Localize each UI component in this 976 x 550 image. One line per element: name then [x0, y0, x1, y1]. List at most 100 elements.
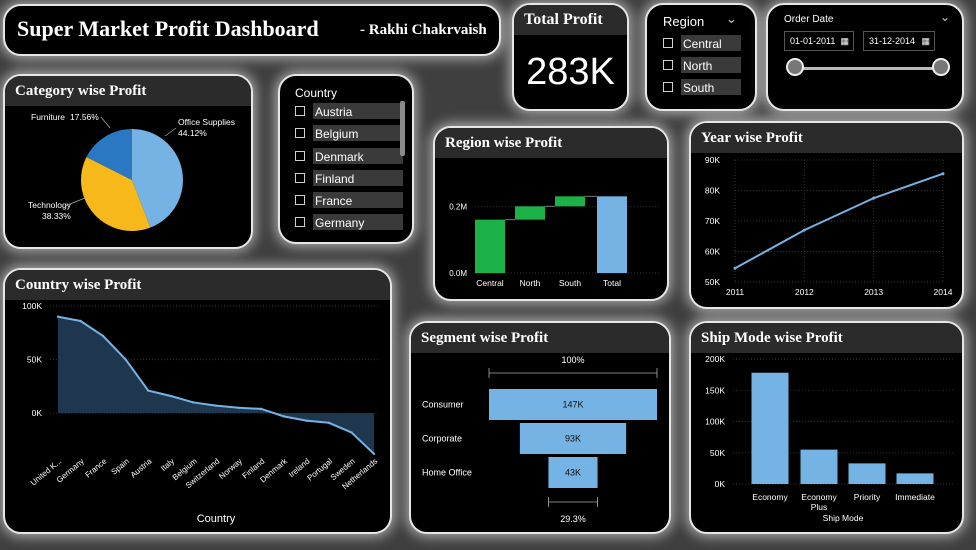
checkbox-icon[interactable] [295, 128, 305, 138]
chevron-down-icon[interactable]: ⌄ [940, 10, 951, 24]
x-axis-title: Country [197, 513, 236, 525]
country-point-ireland[interactable] [305, 419, 308, 422]
shipmode-bar-immediate[interactable] [896, 473, 934, 484]
pie-slice-technology[interactable] [81, 157, 151, 232]
pie-label-office-supplies-name: Office Supplies [178, 117, 235, 127]
country-point-france[interactable] [101, 334, 105, 338]
y-tick-label: 70K [705, 216, 720, 226]
funnel-category-label: Consumer [422, 400, 464, 410]
category-pie-chart: Office Supplies 44.12% Technology 38.33%… [28, 112, 235, 232]
funnel-bar-corporate[interactable] [519, 423, 627, 454]
x-tick-label: Immediate [895, 492, 935, 502]
region-option-label: South [681, 79, 741, 95]
x-tick-label: 2013 [864, 287, 883, 297]
year-line-chart: 50K 60K 70K 80K 90K 2011 2012 2013 2014 [705, 155, 953, 297]
year-point-2011[interactable] [733, 266, 737, 270]
country-point-italy[interactable] [169, 394, 173, 398]
year-point-2012[interactable] [802, 228, 806, 232]
country-option-france[interactable]: France [295, 192, 405, 210]
y-tick-label: 150K [705, 385, 725, 395]
end-date-input[interactable]: 31-12-2014 ▦ [863, 31, 935, 51]
country-slicer-scrollbar[interactable] [400, 101, 405, 156]
checkbox-icon[interactable] [663, 38, 673, 48]
checkbox-icon[interactable] [295, 151, 305, 161]
funnel-bar-home-office[interactable] [548, 457, 598, 488]
total-profit-card: Total Profit 283K [512, 3, 629, 111]
year-point-2014[interactable] [941, 172, 945, 176]
region-option-north[interactable]: North [663, 57, 743, 75]
y-tick-label: 50K [705, 277, 720, 287]
country-point-netherlands[interactable] [372, 452, 376, 456]
y-tick-label: 200K [705, 354, 725, 364]
segment-funnel-chart: 100% 147K Consumer 93K Corporate 43K Home Offi… [422, 355, 658, 524]
calendar-icon[interactable]: ▦ [840, 36, 849, 46]
year-point-2013[interactable] [872, 196, 876, 200]
region-option-south[interactable]: South [663, 79, 743, 97]
year-profit-line[interactable] [734, 172, 944, 270]
pie-slice-office-supplies[interactable] [132, 129, 184, 228]
country-point-germany[interactable] [79, 319, 82, 323]
country-point-sweden[interactable] [350, 431, 353, 434]
date-range-end-handle[interactable] [932, 58, 950, 76]
pie-slice-furniture[interactable] [86, 129, 132, 180]
date-range-start-handle[interactable] [786, 58, 804, 76]
country-option-austria[interactable]: Austria [295, 103, 405, 121]
country-point-spain[interactable] [124, 358, 127, 361]
y-tick-label: 0K [32, 408, 43, 418]
x-tick-label: 2011 [726, 287, 745, 297]
region-chart-title: Region wise Profit [435, 128, 667, 158]
checkbox-icon[interactable] [663, 60, 673, 70]
pie-leader-line [164, 127, 177, 137]
order-date-label: Order Date [784, 14, 834, 25]
waterfall-bar-total[interactable] [597, 196, 627, 273]
checkbox-icon[interactable] [295, 173, 305, 183]
waterfall-bar-south[interactable] [555, 196, 585, 207]
shipmode-bar-economy[interactable] [751, 372, 789, 484]
funnel-bottom-pct: 29.3% [560, 514, 586, 524]
country-point-austria[interactable] [147, 389, 150, 392]
shipmode-bar-economy-plus[interactable] [800, 449, 838, 484]
calendar-icon[interactable]: ▦ [921, 36, 930, 46]
funnel-bar-consumer[interactable] [489, 389, 657, 420]
header-card: Super Market Profit Dashboard - Rakhi Ch… [3, 4, 501, 56]
country-option-germany[interactable]: Germany [295, 214, 405, 232]
country-point-portugal[interactable] [327, 421, 331, 424]
waterfall-bar-central[interactable] [475, 219, 505, 273]
start-date-input[interactable]: 01-01-2011 ▦ [784, 31, 854, 51]
chevron-down-icon[interactable]: ⌄ [726, 11, 737, 26]
x-tick-label: Central [476, 278, 504, 288]
country-chart-title: Country wise Profit [5, 270, 390, 300]
country-point-norway[interactable] [237, 406, 240, 409]
region-option-central[interactable]: Central [663, 35, 743, 53]
pie-label-office-supplies-pct: 44.12% [178, 128, 207, 138]
funnel-top-pct: 100% [561, 355, 584, 365]
region-waterfall-chart: 0.0M 0.2M Central North South Total [449, 195, 660, 288]
country-option-belgium[interactable]: Belgium [295, 125, 405, 143]
checkbox-icon[interactable] [295, 106, 305, 116]
country-point-switzerland[interactable] [214, 404, 218, 407]
funnel-value-label: 147K [562, 400, 583, 410]
country-option-label: France [313, 192, 403, 208]
checkbox-icon[interactable] [663, 82, 673, 92]
country-option-denmark[interactable]: Denmark [295, 148, 405, 166]
country-point-united-k[interactable] [56, 315, 60, 318]
country-point-belgium[interactable] [192, 401, 195, 404]
country-point-denmark[interactable] [282, 415, 285, 418]
country-option-finland[interactable]: Finland [295, 170, 405, 188]
checkbox-icon[interactable] [295, 195, 305, 205]
pie-label-furniture-pct: 17.56% [70, 112, 99, 122]
x-tick-label: Italy [159, 457, 176, 473]
pie-leader-line [64, 197, 86, 207]
country-point-finland[interactable] [259, 407, 263, 411]
total-profit-label: Total Profit [514, 5, 627, 35]
region-slicer-label: Region [663, 14, 705, 29]
y-tick-label: 60K [705, 247, 720, 257]
y-tick-label: 80K [705, 186, 720, 196]
checkbox-icon[interactable] [295, 217, 305, 227]
waterfall-bar-north[interactable] [515, 206, 545, 220]
y-tick-label: 0.0M [449, 269, 467, 278]
date-range-track[interactable] [796, 67, 944, 70]
pie-label-technology-pct: 38.33% [42, 211, 71, 221]
segment-profit-card: Segment wise Profit 100% 147K Consumer 93K C… [409, 321, 671, 534]
shipmode-bar-priority[interactable] [848, 463, 886, 484]
